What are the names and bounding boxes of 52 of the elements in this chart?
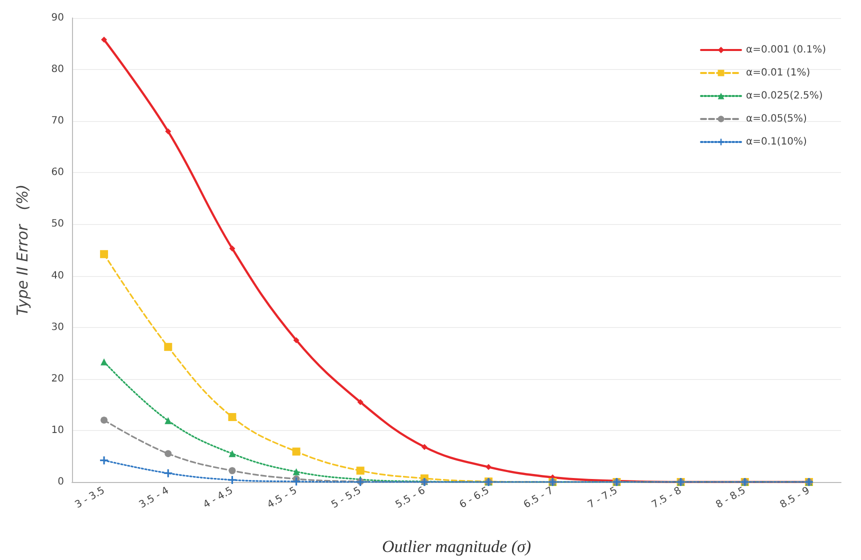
point — [228, 467, 236, 474]
x-tick-label: 4.5 - 5 — [266, 485, 300, 511]
x-tick-label: 8 - 8.5 — [714, 485, 748, 511]
y-tick-label: 40 — [51, 270, 64, 282]
point — [100, 358, 108, 366]
y-tick-label: 80 — [51, 64, 64, 76]
point — [100, 416, 108, 424]
point — [229, 245, 236, 252]
x-tick-label: 7.5 - 8 — [650, 485, 684, 511]
y-tick-label: 20 — [51, 373, 64, 384]
x-tick-label: 4 - 4.5 — [202, 485, 235, 511]
x-axis-title: Outlier magnitude (σ) — [382, 537, 532, 556]
point — [293, 337, 300, 344]
point — [100, 456, 108, 464]
legend-label: α=0.1(10%) — [746, 136, 808, 148]
point — [421, 444, 428, 450]
y-axis-title: Type II Error (%) — [14, 184, 32, 316]
y-tick-label: 90 — [51, 12, 64, 24]
point — [292, 448, 300, 456]
point — [164, 417, 172, 424]
x-tick-label: 5.5 - 6 — [394, 485, 428, 511]
point — [292, 468, 300, 476]
point — [356, 466, 364, 475]
point — [228, 450, 236, 458]
point — [164, 342, 172, 351]
point — [164, 450, 172, 458]
x-tick-label: 3.5 - 4 — [138, 485, 171, 511]
legend-label: α=0.05(5%) — [746, 114, 808, 124]
y-tick-label: 50 — [51, 218, 64, 230]
x-tick-label: 3 - 3.5 — [73, 485, 107, 511]
x-tick-label: 8.5 - 9 — [778, 485, 812, 511]
legend-label: α=0.001 (0.1%) — [746, 44, 826, 56]
point — [100, 250, 108, 258]
point — [165, 128, 172, 134]
y-tick-label: 60 — [51, 167, 64, 178]
point — [486, 464, 492, 470]
y-tick-label: 30 — [51, 322, 64, 333]
x-tick-label: 6 - 6.5 — [458, 485, 492, 511]
x-tick-label: 7 - 7.5 — [586, 485, 620, 511]
point — [101, 36, 108, 43]
point — [228, 476, 236, 484]
point — [228, 413, 236, 422]
point — [164, 469, 172, 478]
legend-label: α=0.025(2.5%) — [746, 90, 823, 102]
x-tick-label: 6.5 - 7 — [522, 485, 556, 511]
y-tick-label: 70 — [51, 116, 64, 127]
point — [357, 399, 364, 406]
point — [292, 477, 300, 486]
legend-label: α=0.01 (1%) — [746, 68, 810, 78]
x-tick-label: 5 - 5.5 — [330, 485, 364, 511]
y-tick-label: 10 — [51, 424, 64, 436]
y-tick-label: 0 — [58, 476, 64, 488]
